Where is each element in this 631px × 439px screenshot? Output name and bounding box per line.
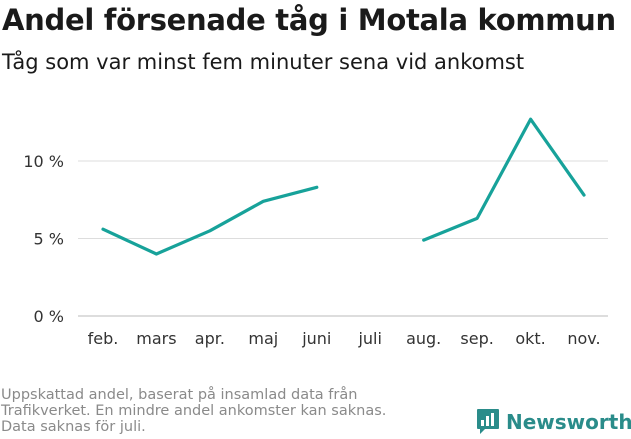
x-tick-label: mars: [136, 329, 176, 348]
x-tick-label: aug.: [406, 329, 441, 348]
footnote-line-3: Data saknas för juli.: [1, 419, 146, 435]
chart-title: Andel försenade tåg i Motala kommun: [2, 3, 616, 37]
x-tick-label: feb.: [88, 329, 119, 348]
gridlines: [78, 160, 608, 317]
x-axis-ticks: feb. mars apr. maj juni juli aug. sep. okt. nov.: [88, 329, 601, 348]
chart-footnote: Uppskattad andel, baserat på insamlad da…: [1, 387, 441, 435]
x-tick-label: maj: [248, 329, 278, 348]
footnote-line-1: Uppskattad andel, baserat på insamlad da…: [1, 387, 358, 403]
brand-name: Newsworthy: [506, 409, 631, 434]
series-line-segment: [422, 117, 586, 242]
x-tick-label: okt.: [515, 329, 545, 348]
line-chart: 0 % 5 % 10 % feb. mars apr. maj juni juli aug. se…: [23, 117, 608, 348]
y-axis-ticks: 0 % 5 % 10 %: [23, 152, 64, 326]
y-tick-label: 10 %: [23, 152, 64, 171]
x-tick-label: juli: [357, 329, 381, 348]
footnote-line-2: Trafikverket. En mindre andel ankomster …: [1, 403, 387, 419]
y-tick-label: 5 %: [34, 230, 64, 249]
x-tick-label: nov.: [567, 329, 600, 348]
series-line-segment: [101, 185, 319, 256]
series-lines: [101, 117, 586, 256]
y-tick-label: 0 %: [34, 307, 64, 326]
x-tick-label: apr.: [195, 329, 225, 348]
brand-logo: Newsworthy: [476, 408, 631, 435]
x-tick-label: juni: [301, 329, 331, 348]
chart-subtitle: Tåg som var minst fem minuter sena vid a…: [2, 50, 525, 74]
x-tick-label: sep.: [460, 329, 493, 348]
newsworthy-logo-icon: [477, 409, 499, 434]
